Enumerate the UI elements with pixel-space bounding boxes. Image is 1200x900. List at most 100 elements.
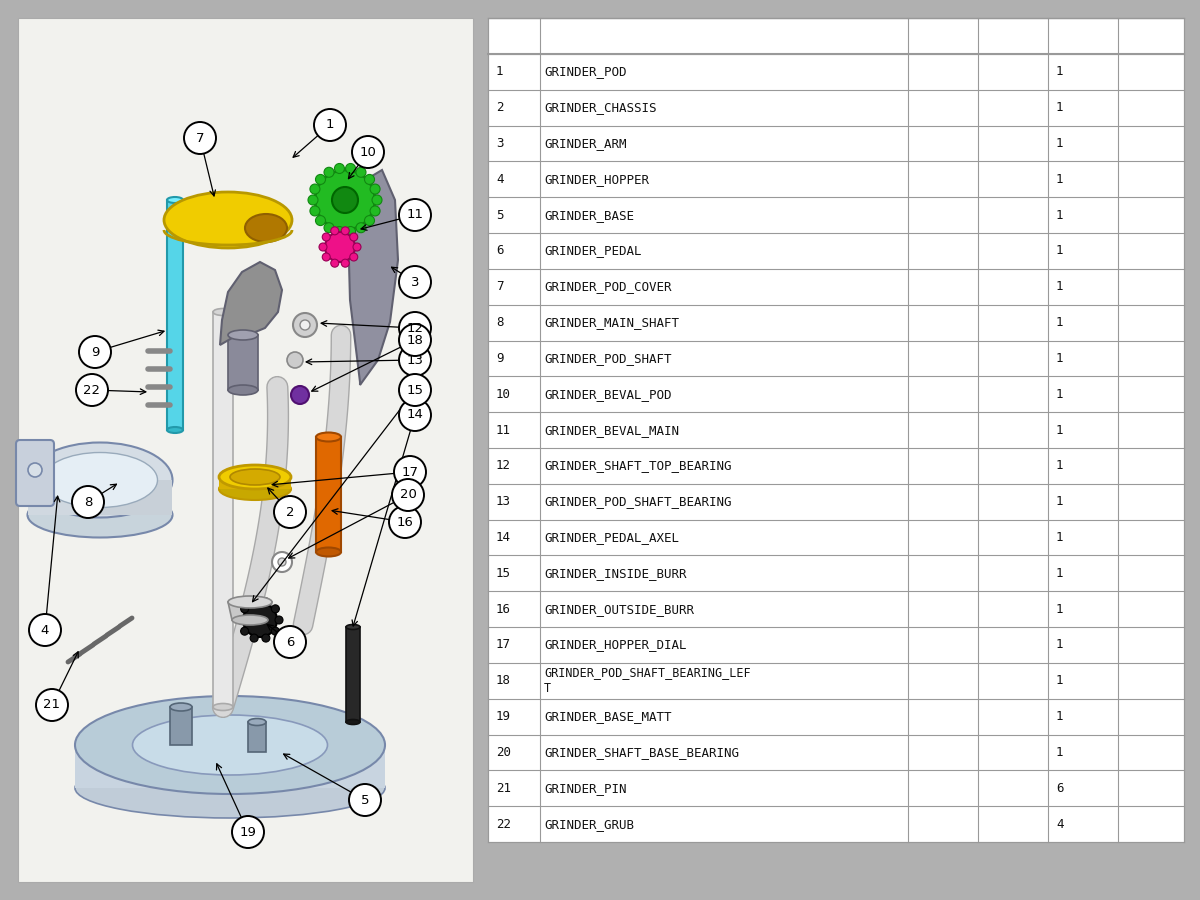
Text: 17: 17 — [402, 465, 419, 479]
Circle shape — [332, 187, 358, 213]
Text: 7: 7 — [496, 280, 504, 293]
Circle shape — [274, 496, 306, 528]
Circle shape — [398, 324, 431, 356]
Circle shape — [287, 352, 302, 368]
Circle shape — [238, 616, 245, 624]
Text: GRINDER_OUTSIDE_BURR: GRINDER_OUTSIDE_BURR — [544, 603, 694, 616]
Circle shape — [346, 227, 355, 237]
Text: 6: 6 — [1056, 782, 1063, 795]
Text: 7: 7 — [196, 131, 204, 145]
Circle shape — [352, 136, 384, 168]
Circle shape — [325, 232, 355, 262]
Ellipse shape — [42, 453, 157, 508]
Bar — [170, 707, 192, 745]
Text: 1: 1 — [1056, 280, 1063, 293]
Circle shape — [262, 598, 270, 606]
Text: GRINDER_PIN: GRINDER_PIN — [544, 782, 626, 795]
Text: 3: 3 — [410, 275, 419, 289]
Ellipse shape — [248, 718, 266, 725]
Circle shape — [394, 456, 426, 488]
Text: 1: 1 — [1056, 137, 1063, 150]
Ellipse shape — [74, 696, 385, 794]
Text: 1: 1 — [1056, 710, 1063, 723]
Circle shape — [300, 320, 310, 330]
Circle shape — [331, 227, 338, 235]
Ellipse shape — [346, 719, 360, 724]
Ellipse shape — [346, 625, 360, 629]
Text: 12: 12 — [496, 459, 511, 472]
Polygon shape — [220, 262, 282, 345]
Text: 14: 14 — [496, 531, 511, 544]
Circle shape — [28, 463, 42, 477]
Circle shape — [308, 195, 318, 205]
Circle shape — [250, 634, 258, 642]
Text: 17: 17 — [496, 638, 511, 652]
Text: GRINDER_BASE_MATT: GRINDER_BASE_MATT — [544, 710, 672, 723]
Text: GRINDER_CHASSIS: GRINDER_CHASSIS — [544, 101, 656, 114]
Text: 10: 10 — [496, 388, 511, 400]
Text: 8: 8 — [496, 316, 504, 329]
Ellipse shape — [228, 596, 272, 608]
Text: GRINDER_POD: GRINDER_POD — [544, 66, 626, 78]
Circle shape — [278, 558, 286, 566]
Circle shape — [316, 175, 325, 184]
Circle shape — [370, 206, 380, 216]
Polygon shape — [228, 602, 272, 620]
Text: 20: 20 — [496, 746, 511, 759]
Circle shape — [365, 216, 374, 226]
Ellipse shape — [232, 615, 268, 625]
Circle shape — [275, 616, 283, 624]
Circle shape — [274, 626, 306, 658]
Text: 6: 6 — [496, 245, 504, 257]
Text: 8: 8 — [84, 496, 92, 508]
Circle shape — [79, 336, 112, 368]
Circle shape — [36, 689, 68, 721]
Text: GRINDER_POD_SHAFT_BEARING_LEF: GRINDER_POD_SHAFT_BEARING_LEF — [544, 666, 751, 680]
Text: 1: 1 — [496, 66, 504, 78]
Circle shape — [398, 199, 431, 231]
Circle shape — [392, 479, 424, 511]
Circle shape — [335, 227, 344, 237]
Text: 19: 19 — [240, 825, 257, 839]
Circle shape — [242, 603, 277, 637]
Text: GRINDER_SHAFT_BASE_BEARING: GRINDER_SHAFT_BASE_BEARING — [544, 746, 739, 759]
Ellipse shape — [74, 758, 385, 818]
Text: GRINDER_BEVAL_POD: GRINDER_BEVAL_POD — [544, 388, 672, 400]
Circle shape — [398, 344, 431, 376]
Circle shape — [349, 233, 358, 241]
Text: 5: 5 — [361, 794, 370, 806]
Circle shape — [292, 386, 310, 404]
Circle shape — [310, 206, 320, 216]
Text: GRINDER_PEDAL: GRINDER_PEDAL — [544, 245, 642, 257]
Bar — [346, 627, 360, 722]
Ellipse shape — [28, 492, 173, 537]
Ellipse shape — [214, 309, 233, 316]
Ellipse shape — [316, 547, 341, 556]
Text: 21: 21 — [496, 782, 511, 795]
Ellipse shape — [220, 478, 292, 500]
Text: 3: 3 — [496, 137, 504, 150]
Circle shape — [271, 605, 280, 613]
Circle shape — [356, 167, 366, 177]
Bar — [228, 335, 258, 390]
Ellipse shape — [228, 330, 258, 340]
Text: 11: 11 — [407, 209, 424, 221]
Text: 1: 1 — [1056, 388, 1063, 400]
Circle shape — [349, 784, 382, 816]
Circle shape — [310, 184, 320, 194]
Text: 1: 1 — [1056, 209, 1063, 221]
Ellipse shape — [230, 469, 280, 485]
Circle shape — [271, 627, 280, 635]
Text: 14: 14 — [407, 409, 424, 421]
Circle shape — [76, 374, 108, 406]
Text: 4: 4 — [1056, 817, 1063, 831]
Circle shape — [398, 266, 431, 298]
Circle shape — [331, 259, 338, 267]
Ellipse shape — [170, 703, 192, 711]
Text: 22: 22 — [84, 383, 101, 397]
Text: 2: 2 — [496, 101, 504, 114]
Text: GRINDER_GRUB: GRINDER_GRUB — [544, 817, 634, 831]
Text: 19: 19 — [496, 710, 511, 723]
Circle shape — [29, 614, 61, 646]
Bar — [316, 437, 341, 552]
